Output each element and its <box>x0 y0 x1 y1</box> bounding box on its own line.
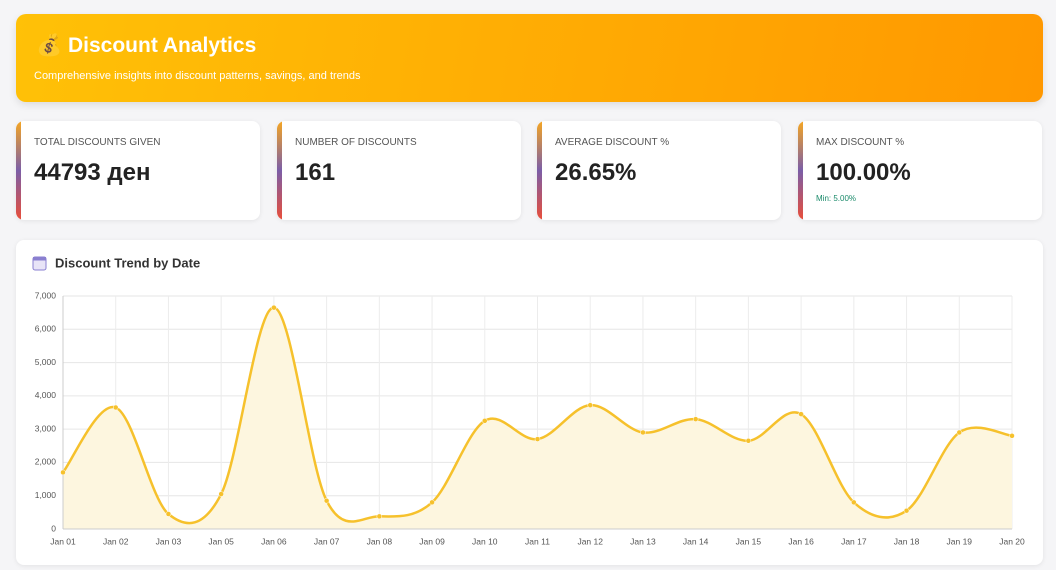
point <box>60 469 66 476</box>
header: 💰 Discount Analytics Comprehensive insig… <box>16 14 1043 102</box>
point <box>534 436 541 442</box>
stat-card: AVERAGE DISCOUNT % 26.65% <box>537 121 781 220</box>
stat-note: Min: 5.00% <box>816 194 857 203</box>
point <box>640 429 646 436</box>
point <box>482 418 488 424</box>
point <box>745 438 752 444</box>
point <box>323 497 330 504</box>
x-tick-label: Jan 10 <box>472 536 498 546</box>
header-title: 💰 Discount Analytics <box>36 34 257 57</box>
x-tick-label: Jan 19 <box>947 536 973 546</box>
point <box>271 304 277 311</box>
area <box>63 307 1012 529</box>
x-tick-label: Jan 02 <box>103 536 129 546</box>
chart-title: Discount Trend by Date <box>55 255 200 270</box>
point <box>376 513 383 520</box>
stat-label: TOTAL DISCOUNTS GIVEN <box>34 137 161 148</box>
point <box>851 499 857 506</box>
stat-card: MAX DISCOUNT % 100.00% Min: 5.00% <box>798 121 1042 220</box>
stat-value: 100.00% <box>816 159 911 186</box>
chart-card: Discount Trend by Date 0 1,000 2,000 3,000 4… <box>16 240 1043 565</box>
stat-label: AVERAGE DISCOUNT % <box>555 137 670 148</box>
stat-card: TOTAL DISCOUNTS GIVEN 44793 ден <box>16 121 260 220</box>
x-tick-label: Jan 06 <box>261 536 287 546</box>
x-tick-label: Jan 05 <box>208 536 234 546</box>
y-tick-label: 2,000 <box>35 457 57 467</box>
x-tick-label: Jan 11 <box>525 536 550 546</box>
x-tick-label: Jan 09 <box>419 536 445 546</box>
y-tick-label: 7,000 <box>35 290 57 300</box>
y-tick-label: 0 <box>51 523 56 533</box>
x-tick-label: Jan 01 <box>50 536 76 546</box>
point <box>112 404 119 411</box>
chart: Discount Trend by Date 0 1,000 2,000 3,000 4… <box>32 255 1025 546</box>
y-tick-label: 5,000 <box>35 357 57 367</box>
point <box>429 499 435 506</box>
stat-label: NUMBER OF DISCOUNTS <box>295 137 417 148</box>
point <box>1009 433 1015 439</box>
y-tick-label: 1,000 <box>35 490 57 500</box>
x-tick-label: Jan 08 <box>367 536 393 546</box>
x-tick-label: Jan 12 <box>577 536 603 546</box>
y-tick-label: 6,000 <box>35 324 57 334</box>
x-tick-label: Jan 16 <box>788 536 814 546</box>
stat-value: 161 <box>295 159 336 186</box>
x-tick-label: Jan 15 <box>736 536 762 546</box>
x-tick-label: Jan 14 <box>683 536 709 546</box>
stat-card: NUMBER OF DISCOUNTS 161 <box>277 121 521 220</box>
x-tick-label: Jan 07 <box>314 536 340 546</box>
x-tick-label: Jan 17 <box>841 536 867 546</box>
stat-label: MAX DISCOUNT % <box>816 137 905 148</box>
header-subtitle: Comprehensive insights into discount pat… <box>34 70 361 82</box>
point <box>587 402 593 408</box>
y-tick-label: 3,000 <box>35 423 57 433</box>
x-tick-label: Jan 20 <box>999 536 1025 546</box>
x-tick-label: Jan 13 <box>630 536 656 546</box>
point <box>798 411 804 417</box>
point <box>218 491 224 497</box>
point <box>692 416 699 422</box>
point <box>956 429 963 436</box>
point <box>165 511 172 517</box>
y-tick-label: 4,000 <box>35 390 57 400</box>
x-tick-label: Jan 03 <box>156 536 182 546</box>
x-tick-label: Jan 18 <box>894 536 920 546</box>
stat-value: 26.65% <box>555 159 637 186</box>
calendar-icon <box>32 256 47 271</box>
point <box>903 507 910 514</box>
stat-value: 44793 ден <box>34 159 151 186</box>
